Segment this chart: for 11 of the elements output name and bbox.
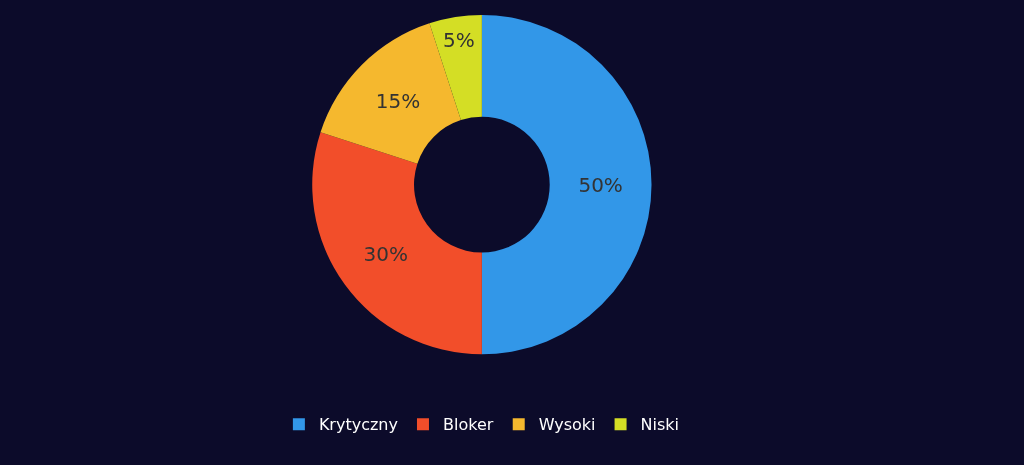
donut-slice	[429, 15, 482, 121]
legend-label: Wysoki	[538, 415, 596, 435]
legend-label: Krytyczny	[318, 415, 398, 435]
data-label: 15%	[375, 88, 421, 113]
legend-label: Bloker	[442, 415, 494, 435]
data-label: 5%	[443, 27, 475, 52]
legend-label: Niski	[640, 415, 680, 435]
donut-slice	[312, 132, 482, 355]
data-label: 50%	[578, 172, 623, 197]
donut-slice	[481, 15, 652, 355]
data-label: 30%	[363, 242, 409, 267]
